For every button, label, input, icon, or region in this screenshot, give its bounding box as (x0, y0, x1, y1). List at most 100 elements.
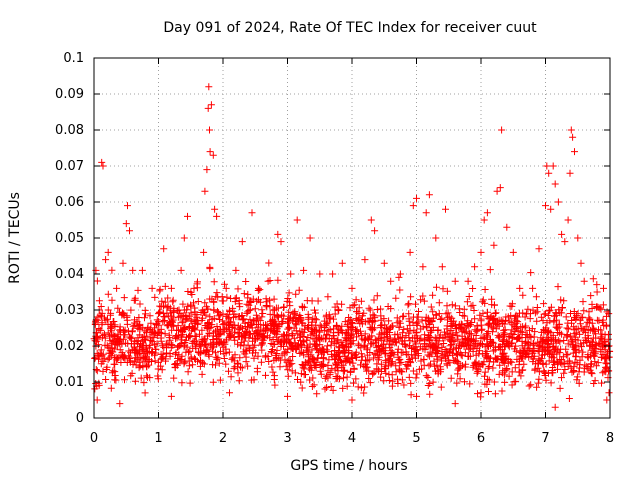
data-point (576, 356, 584, 364)
data-point (208, 321, 216, 329)
data-point (141, 389, 149, 397)
data-point (198, 370, 206, 378)
data-point (299, 333, 307, 340)
data-point (525, 353, 533, 361)
data-point (542, 360, 550, 368)
data-point (513, 335, 521, 343)
data-point (220, 350, 228, 358)
data-point (389, 337, 397, 345)
data-point (314, 297, 322, 305)
data-point (370, 354, 378, 362)
data-point (592, 362, 600, 370)
data-point (120, 312, 128, 319)
data-point (462, 360, 470, 368)
data-point (212, 353, 220, 361)
data-point (304, 344, 312, 352)
data-point (210, 306, 218, 314)
data-point (114, 304, 122, 312)
data-point (147, 319, 155, 327)
data-point (161, 282, 169, 290)
data-point (306, 234, 314, 242)
data-point (151, 293, 159, 301)
data-point (511, 327, 519, 335)
data-point (333, 351, 341, 359)
data-point (466, 380, 474, 388)
data-point (161, 298, 169, 306)
data-point (556, 359, 564, 367)
data-point (238, 238, 246, 246)
data-point (366, 349, 374, 356)
data-point (178, 379, 186, 387)
data-point (541, 372, 549, 379)
data-point (285, 308, 293, 316)
data-point (583, 337, 591, 345)
data-point (318, 347, 326, 355)
data-point (459, 362, 466, 370)
data-point (278, 333, 286, 341)
data-point (404, 301, 412, 309)
data-point (376, 334, 384, 342)
data-point (353, 316, 361, 324)
data-point (207, 101, 215, 109)
data-point (575, 347, 583, 355)
data-point (155, 310, 162, 318)
data-point (481, 372, 488, 380)
data-point (447, 374, 455, 382)
data-point (146, 341, 154, 349)
data-point (573, 373, 581, 381)
data-point (434, 326, 442, 334)
data-point (382, 369, 390, 377)
data-point (484, 308, 491, 316)
data-point (299, 362, 307, 370)
data-point (160, 245, 168, 253)
data-point (380, 340, 388, 348)
data-point (434, 370, 442, 378)
y-axis-label: ROTI / TECUs (7, 192, 23, 284)
data-point (345, 334, 353, 342)
data-point (385, 317, 393, 325)
data-point (603, 360, 611, 368)
data-point (386, 336, 394, 344)
data-point (490, 241, 498, 249)
data-point (189, 361, 197, 369)
data-point (354, 340, 362, 348)
data-point (209, 347, 217, 355)
data-point (564, 325, 572, 333)
data-point (171, 364, 179, 372)
data-point (409, 367, 417, 375)
data-point (566, 169, 574, 177)
data-point (449, 346, 457, 354)
data-point (366, 306, 374, 314)
data-point (485, 388, 492, 395)
data-point (350, 365, 358, 373)
data-point (561, 238, 569, 246)
data-point (178, 319, 186, 327)
data-point (229, 354, 237, 362)
data-point (225, 322, 233, 330)
data-point (153, 340, 161, 348)
data-point (103, 342, 111, 350)
data-point (537, 355, 545, 363)
data-point (206, 126, 213, 134)
data-point (170, 374, 178, 382)
data-point (287, 270, 295, 278)
data-point (413, 392, 420, 400)
data-point (353, 327, 360, 335)
data-point (598, 318, 606, 326)
data-point (344, 356, 352, 364)
data-point (538, 328, 546, 336)
data-point (108, 296, 116, 304)
data-point (290, 334, 298, 342)
data-point (531, 365, 539, 373)
data-point (324, 374, 332, 382)
data-point (427, 360, 434, 368)
data-point (213, 289, 221, 297)
data-point (435, 333, 443, 341)
data-point (549, 354, 557, 362)
data-point (164, 294, 172, 302)
data-point (99, 367, 107, 375)
data-point (209, 378, 217, 386)
data-point (395, 323, 403, 331)
data-point (563, 324, 571, 332)
data-point (411, 334, 419, 342)
